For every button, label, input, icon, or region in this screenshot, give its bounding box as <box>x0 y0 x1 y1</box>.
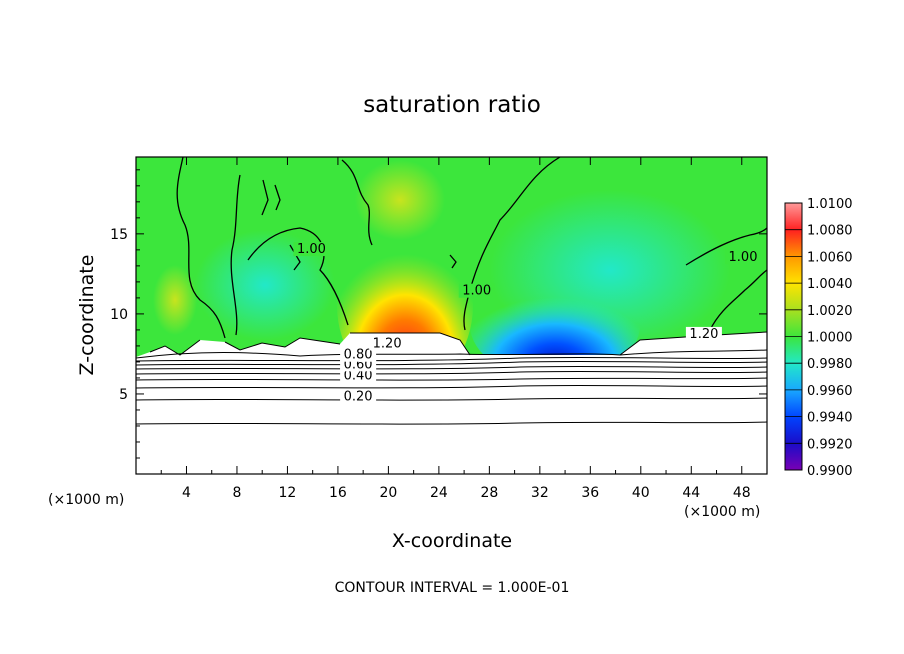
colorbar-segment <box>785 203 802 231</box>
contour-label-background <box>369 336 406 351</box>
cyan-region-left <box>195 230 335 340</box>
x-tick-label: 8 <box>232 485 241 501</box>
subsaturated-core <box>470 270 640 380</box>
yellow-region-top <box>355 160 445 240</box>
contour-label: 1.00 <box>729 250 758 265</box>
colorbar-label: 1.0080 <box>807 224 853 239</box>
yellow-region-left <box>153 265 197 335</box>
colorbar: 0.9900 0.9920 0.9940 0.9960 0.9980 1.0000 1.00… <box>784 197 853 479</box>
contour-label: 1.00 <box>297 242 326 257</box>
contour-label-background <box>293 242 330 257</box>
plot-area <box>136 157 767 474</box>
colorbar-segment <box>785 336 802 364</box>
y-unit-note: (×1000 m) <box>48 492 124 508</box>
colorbar-segment <box>785 389 802 418</box>
x-tick-label: 44 <box>682 485 700 501</box>
chart-title: saturation ratio <box>363 92 541 118</box>
colorbar-segment <box>785 309 802 337</box>
x-axis: 4 8 12 16 20 24 28 32 36 40 44 48 <box>160 157 751 501</box>
y-tick-label: 10 <box>110 307 128 323</box>
x-axis-label: X-coordinate <box>392 530 512 552</box>
x-tick-label: 16 <box>329 485 347 501</box>
colorbar-label: 0.9960 <box>807 384 853 399</box>
contour-label-background <box>340 389 377 404</box>
contour-label-background <box>458 283 495 298</box>
y-axis: 5 10 15 <box>110 169 767 459</box>
x-tick-label: 32 <box>531 485 549 501</box>
y-tick-label: 15 <box>110 227 128 243</box>
colorbar-label: 1.0100 <box>807 197 853 212</box>
x-tick-label: 28 <box>480 485 498 501</box>
x-tick-label: 12 <box>279 485 297 501</box>
colorbar-segment <box>785 443 802 471</box>
colorbar-segment <box>785 256 802 284</box>
contour-label-background <box>340 347 377 362</box>
x-unit-note: (×1000 m) <box>684 504 760 520</box>
lower-white-region <box>136 332 767 474</box>
colorbar-label: 0.9940 <box>807 411 853 426</box>
contour-labels: 0.200.400.600.801.201.001.001.001.20 <box>293 242 762 404</box>
contour-lines-upper <box>176 157 767 339</box>
contour-label: 1.20 <box>689 327 718 342</box>
contour-label: 0.20 <box>344 389 373 404</box>
colorbar-label: 1.0020 <box>807 304 853 319</box>
colorbar-label: 0.9980 <box>807 357 853 372</box>
colorbar-segment <box>785 363 802 391</box>
colorbar-label: 0.9900 <box>807 464 853 479</box>
contour-lines-lower <box>136 331 767 425</box>
x-tick-label: 4 <box>182 485 191 501</box>
plot-frame <box>135 156 768 475</box>
x-tick-label: 36 <box>581 485 599 501</box>
x-tick-label: 24 <box>430 485 448 501</box>
colorbar-label: 1.0040 <box>807 277 853 292</box>
y-axis-label: Z-coordinate <box>76 255 98 376</box>
x-tick-label: 20 <box>379 485 397 501</box>
y-tick-label: 5 <box>119 387 128 403</box>
contour-interval-note: CONTOUR INTERVAL = 1.000E-01 <box>335 580 570 596</box>
colorbar-label: 0.9920 <box>807 437 853 452</box>
x-tick-label: 40 <box>632 485 650 501</box>
colorbar-segment <box>785 283 802 311</box>
contour-label: 0.80 <box>344 348 373 363</box>
x-tick-label: 48 <box>733 485 751 501</box>
contour-label-background <box>340 368 377 383</box>
contour-label: 1.20 <box>373 337 402 352</box>
colorbar-label: 1.0060 <box>807 250 853 265</box>
contour-label-background <box>725 250 762 265</box>
colorbar-label: 1.0000 <box>807 331 853 346</box>
colorbar-segment <box>785 229 802 257</box>
contour-label-background <box>685 326 722 341</box>
colorbar-segment <box>785 416 802 444</box>
contour-label: 1.00 <box>462 284 491 299</box>
contour-label: 0.40 <box>344 369 373 384</box>
